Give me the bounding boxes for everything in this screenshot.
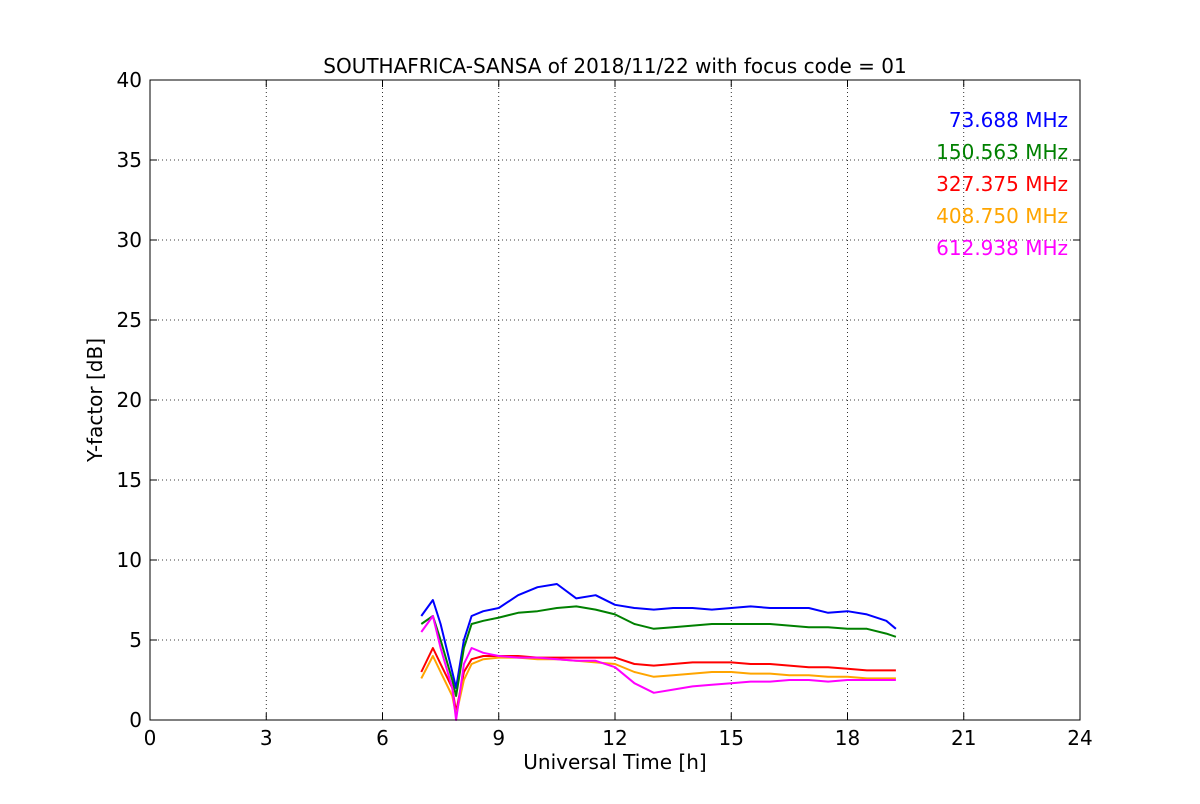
y-axis-label: Y-factor [dB] <box>83 338 107 463</box>
series-line-3 <box>420 655 896 717</box>
chart-title: SOUTHAFRICA-SANSA of 2018/11/22 with foc… <box>323 54 907 78</box>
y-tick-label: 15 <box>117 468 142 492</box>
x-tick-label: 6 <box>376 726 389 750</box>
x-tick-label: 3 <box>260 726 273 750</box>
x-tick-label: 24 <box>1067 726 1092 750</box>
series-line-4 <box>420 615 896 721</box>
y-tick-label: 35 <box>117 148 142 172</box>
axis-ticks: 0 3 6 9 12 15 18 21 24 0 5 10 15 20 25 30 35 40 <box>117 68 1093 750</box>
legend-entry: 150.563 MHz <box>936 140 1068 164</box>
x-tick-label: 21 <box>951 726 976 750</box>
x-tick-label: 9 <box>492 726 505 750</box>
y-tick-label: 0 <box>129 708 142 732</box>
series-line-1 <box>420 605 897 697</box>
y-tick-label: 10 <box>117 548 142 572</box>
legend-entry: 612.938 MHz <box>936 236 1068 260</box>
grid-lines <box>150 80 1080 720</box>
x-tick-label: 15 <box>719 726 744 750</box>
y-tick-label: 25 <box>117 308 142 332</box>
legend: 73.688 MHz 150.563 MHz 327.375 MHz 408.750 … <box>936 108 1068 260</box>
y-tick-label: 40 <box>117 68 142 92</box>
y-tick-label: 30 <box>117 228 142 252</box>
x-tick-label: 0 <box>144 726 157 750</box>
series-line-0 <box>420 583 897 689</box>
x-tick-label: 18 <box>835 726 860 750</box>
legend-entry: 408.750 MHz <box>936 204 1068 228</box>
series-lines <box>420 583 897 721</box>
x-axis-label: Universal Time [h] <box>523 750 706 774</box>
x-tick-label: 12 <box>602 726 627 750</box>
legend-entry: 73.688 MHz <box>949 108 1068 132</box>
legend-entry: 327.375 MHz <box>936 172 1068 196</box>
y-tick-label: 5 <box>129 628 142 652</box>
y-tick-label: 20 <box>117 388 142 412</box>
